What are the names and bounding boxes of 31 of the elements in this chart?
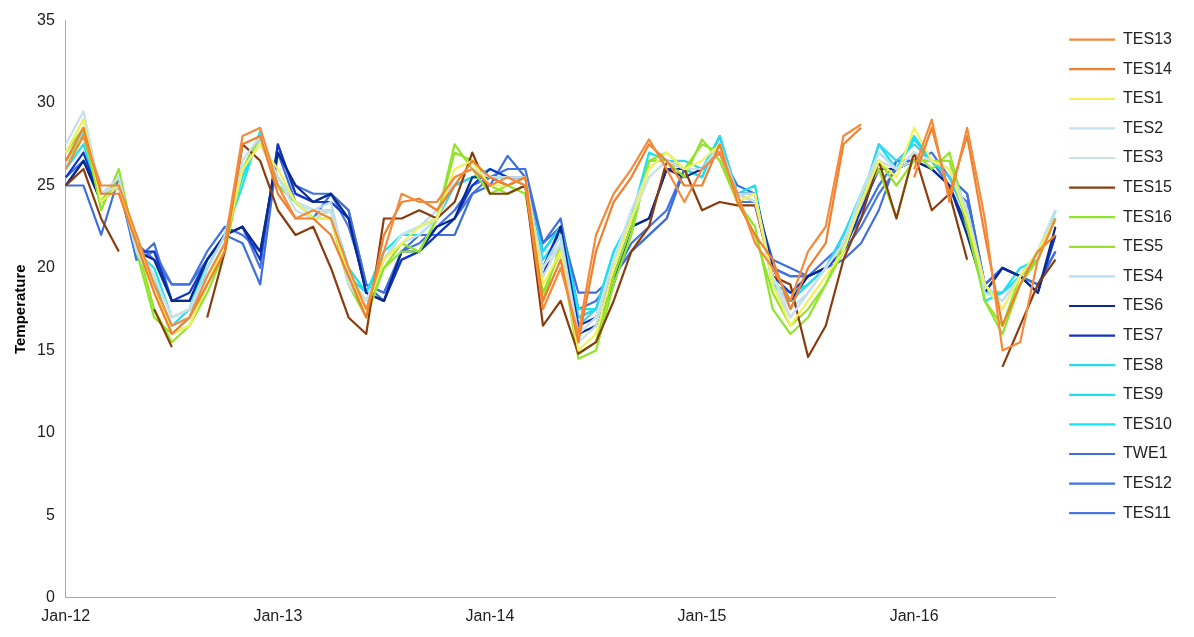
y-tick-label: 35 [37,11,55,29]
y-tick-label: 5 [45,505,55,523]
legend-label: TES9 [1123,385,1164,403]
legend-label: TES15 [1123,178,1173,196]
x-tick-label: Jan-15 [677,606,727,624]
legend-label: TES8 [1123,355,1164,373]
legend-label: TES6 [1123,296,1164,314]
legend-label: TES13 [1123,30,1173,48]
legend-label: TES16 [1123,207,1173,225]
legend-label: TWE1 [1123,444,1168,462]
x-tick-label: Jan-12 [41,606,91,624]
legend-label: TES3 [1123,148,1164,166]
y-tick-label: 25 [37,175,55,193]
x-tick-label: Jan-13 [253,606,303,624]
y-tick-label: 30 [37,93,55,111]
legend-label: TES4 [1123,266,1164,284]
legend-label: TES2 [1123,118,1164,136]
y-tick-label: 15 [37,340,55,358]
legend-label: TES11 [1123,503,1171,521]
legend-label: TES1 [1123,89,1164,107]
legend-label: TES10 [1123,414,1173,432]
legend-label: TES7 [1123,326,1164,344]
legend-label: TES14 [1123,59,1173,77]
x-tick-label: Jan-16 [889,606,939,624]
legend-label: TES12 [1123,474,1173,492]
y-tick-label: 0 [45,588,55,606]
y-tick-label: 10 [37,423,55,441]
y-tick-label: 20 [37,258,55,276]
y-axis-title: Temperature [11,264,29,355]
x-tick-label: Jan-14 [465,606,515,624]
legend-label: TES5 [1123,237,1164,255]
